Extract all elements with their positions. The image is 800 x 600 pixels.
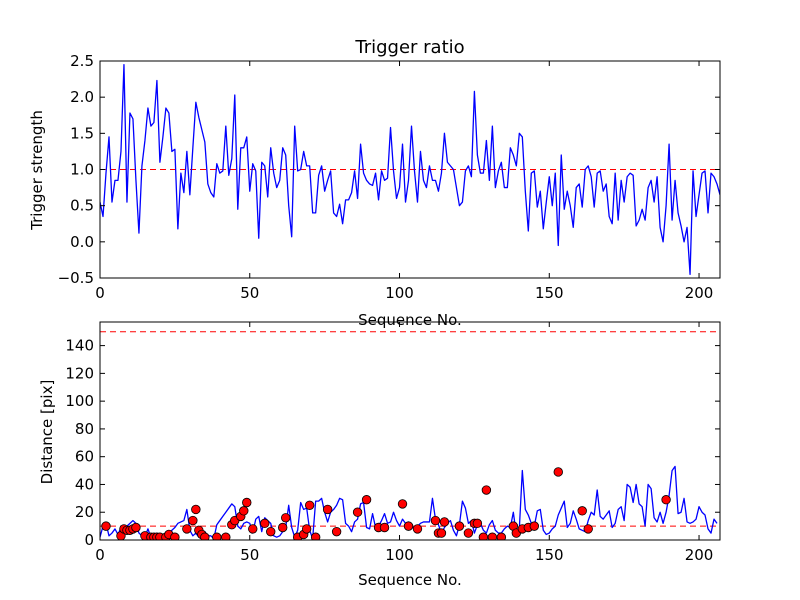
top-chart-title: Trigger ratio <box>354 37 464 58</box>
bottom-x-axis-label: Sequence No. <box>358 571 462 589</box>
bottom-marker-point-44 <box>397 499 408 509</box>
bottom-marker-point-47 <box>430 515 441 526</box>
top-y-tick-label-2: 0.5 <box>70 197 94 215</box>
bottom-marker-point-39 <box>331 526 342 537</box>
top-y-tick-label-5: 2.0 <box>70 88 94 106</box>
bottom-x-tick-label-2: 100 <box>385 546 414 564</box>
bottom-marker-point-26 <box>239 506 249 516</box>
bottom-marker-point-30 <box>266 526 276 537</box>
bottom-marker-point-54 <box>472 518 483 529</box>
bottom-x-tick-label-3: 150 <box>535 546 564 564</box>
bottom-x-tick-label-4: 200 <box>685 546 714 564</box>
bottom-marker-point-66 <box>583 524 593 534</box>
bottom-series-group <box>100 331 720 540</box>
bottom-marker-point-6 <box>131 522 141 533</box>
bottom-marker-point-14 <box>170 532 180 540</box>
bottom-y-tick-label-0: 0 <box>84 531 94 549</box>
top-x-tick-label-4: 200 <box>685 284 714 302</box>
bottom-y-tick-label-7: 140 <box>65 337 94 355</box>
bottom-marker-point-51 <box>454 521 465 531</box>
bottom-y-tick-label-5: 100 <box>65 392 94 410</box>
trigger-ratio-plot: Trigger ratio Sequence No. Trigger stren… <box>28 37 721 329</box>
bottom-marker-point-50 <box>439 517 450 527</box>
top-series-group <box>100 63 720 276</box>
bottom-y-tick-label-1: 20 <box>75 503 94 521</box>
bottom-y-tick-label-3: 60 <box>75 448 94 466</box>
bottom-x-tick-label-0: 0 <box>95 546 105 564</box>
bottom-marker-point-38 <box>322 504 333 515</box>
bottom-marker-point-29 <box>260 518 270 529</box>
bottom-marker-point-67 <box>661 495 671 505</box>
top-y-tick-label-6: 2.5 <box>70 52 94 70</box>
bottom-marker-point-65 <box>577 506 587 516</box>
bottom-marker-point-43 <box>379 522 390 533</box>
bottom-marker-point-56 <box>481 485 492 495</box>
bottom-y-axis-label: Distance [pix] <box>38 380 56 485</box>
top-y-tick-label-3: 1.0 <box>70 161 94 179</box>
bottom-marker-point-35 <box>301 524 312 534</box>
bottom-marker-point-49 <box>436 528 447 538</box>
bottom-marker-point-46 <box>412 524 423 534</box>
bottom-marker-point-37 <box>310 532 321 540</box>
top-y-axis-label: Trigger strength <box>28 110 46 231</box>
bottom-marker-point-28 <box>248 524 258 534</box>
bottom-marker-point-0 <box>101 521 111 531</box>
bottom-marker-point-31 <box>278 522 288 533</box>
bottom-axes-frame <box>99 321 721 541</box>
bottom-marker-point-17 <box>191 504 201 515</box>
top-x-tick-label-2: 100 <box>385 284 414 302</box>
top-y-tick-label-0: −0.5 <box>58 269 94 287</box>
bottom-marker-point-40 <box>352 507 363 517</box>
bottom-marker-point-41 <box>361 495 372 505</box>
bottom-y-tick-label-4: 80 <box>75 420 94 438</box>
bottom-marker-point-22 <box>221 532 231 540</box>
bottom-marker-point-64 <box>553 467 563 477</box>
top-plot-content: 0 50 100 150 200 −0.5 0.0 0.5 1.0 1.5 2.0 2.5 <box>58 52 721 302</box>
top-y-tick-label-1: 0.0 <box>70 233 94 251</box>
bottom-marker-point-27 <box>242 497 252 508</box>
bottom-x-tick-label-1: 50 <box>240 546 259 564</box>
bottom-marker-point-15 <box>182 524 192 534</box>
bottom-y-tick-label-6: 120 <box>65 364 94 382</box>
bottom-marker-point-32 <box>281 513 291 523</box>
bottom-y-tick-label-2: 40 <box>75 475 94 493</box>
bottom-marker-point-58 <box>496 532 507 540</box>
bottom-plot-content: 0 50 100 150 200 0 20 40 60 80 100 120 140 <box>65 321 721 564</box>
top-y-tick-label-4: 1.5 <box>70 124 94 142</box>
bottom-marker-point-36 <box>304 500 315 510</box>
top-x-axis-label: Sequence No. <box>358 311 462 329</box>
top-x-tick-label-0: 0 <box>95 284 105 302</box>
top-series-line-0 <box>100 63 720 276</box>
bottom-marker-point-16 <box>188 515 198 526</box>
top-x-tick-label-1: 50 <box>240 284 259 302</box>
bottom-marker-point-45 <box>403 521 414 531</box>
bottom-marker-point-52 <box>463 528 474 538</box>
bottom-marker-point-63 <box>529 521 539 531</box>
top-x-tick-label-3: 150 <box>535 284 564 302</box>
distance-plot: Sequence No. Distance [pix] 0 50 100 150 200… <box>38 321 721 589</box>
bottom-marker-point-20 <box>200 532 210 540</box>
